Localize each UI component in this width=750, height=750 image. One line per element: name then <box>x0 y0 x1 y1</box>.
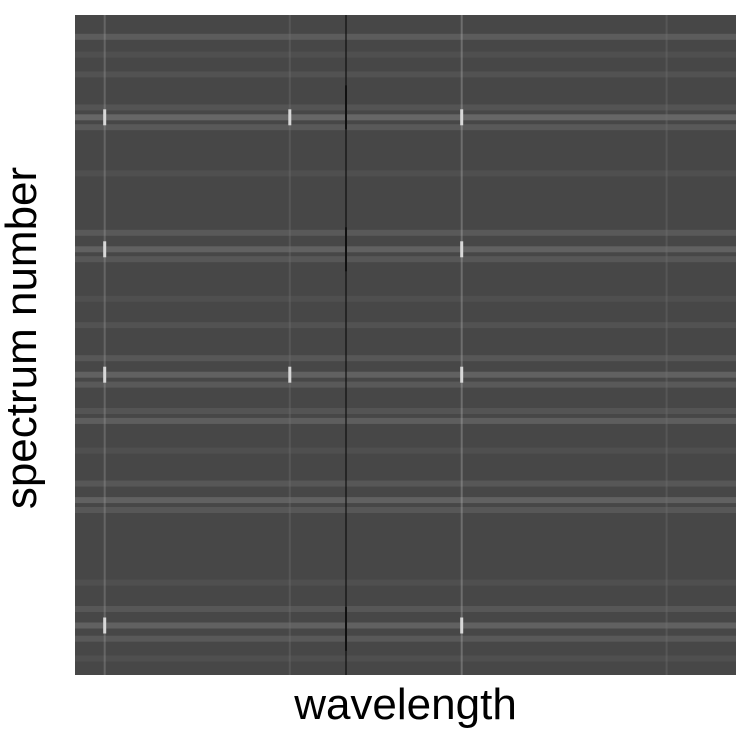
bright-row <box>75 52 736 58</box>
bright-row <box>75 636 736 642</box>
bright-row <box>75 656 736 662</box>
bright-row <box>75 448 736 454</box>
bright-row <box>75 114 736 120</box>
bright-row <box>75 296 736 302</box>
emission-spot <box>460 241 463 257</box>
bright-row <box>75 230 736 236</box>
bright-row <box>75 355 736 361</box>
bright-row <box>75 580 736 586</box>
bright-row <box>75 408 736 414</box>
emission-spot <box>103 109 106 125</box>
bright-row <box>75 34 736 40</box>
bright-row <box>75 124 736 130</box>
bright-row <box>75 497 736 503</box>
bright-row <box>75 104 736 110</box>
bright-row <box>75 71 736 77</box>
x-axis-label: wavelength <box>75 676 736 734</box>
emission-spot <box>460 109 463 125</box>
bright-row <box>75 418 736 424</box>
bright-row <box>75 256 736 262</box>
bright-row <box>75 382 736 388</box>
heatmap-plot-area <box>75 15 736 675</box>
emission-spot <box>288 109 291 125</box>
emission-spot <box>103 618 106 634</box>
bright-row <box>75 246 736 252</box>
bright-row <box>75 606 736 612</box>
bright-row <box>75 507 736 513</box>
emission-spot <box>460 618 463 634</box>
bright-row <box>75 322 736 328</box>
emission-spot <box>460 367 463 383</box>
bright-row <box>75 623 736 629</box>
emission-spot <box>103 367 106 383</box>
emission-column <box>666 15 668 675</box>
heatmap-background <box>75 15 736 675</box>
bright-row <box>75 481 736 487</box>
y-axis-label: spectrum number <box>0 167 44 509</box>
bright-row <box>75 372 736 378</box>
heatmap-image <box>75 15 736 675</box>
emission-spot <box>103 241 106 257</box>
bright-row <box>75 170 736 176</box>
absorption-spot <box>345 85 347 129</box>
emission-spot <box>288 367 291 383</box>
absorption-spot <box>345 607 347 651</box>
absorption-spot <box>345 227 347 271</box>
